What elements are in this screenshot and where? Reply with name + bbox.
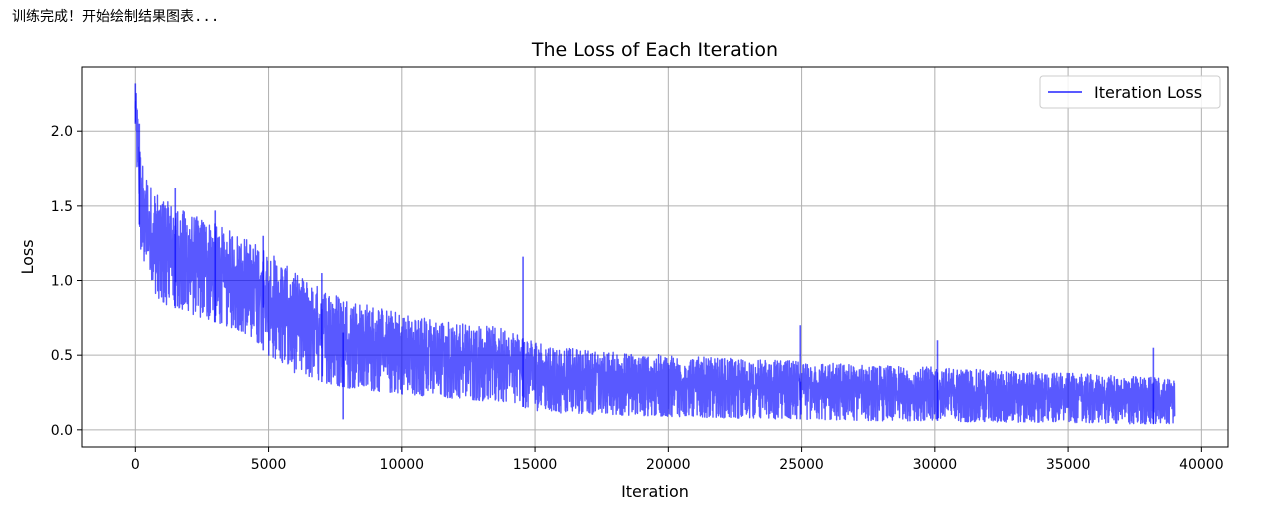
y-tick-label: 0.5: [51, 348, 73, 364]
x-tick-label: 25000: [779, 457, 824, 473]
chart-legend: Iteration Loss: [1039, 75, 1221, 109]
y-axis-label: Loss: [18, 239, 37, 274]
x-tick-label: 15000: [513, 457, 558, 473]
loss-line: [134, 92, 1176, 425]
x-tick-label: 40000: [1179, 457, 1224, 473]
legend-label: Iteration Loss: [1094, 83, 1202, 102]
legend-box: [1039, 75, 1221, 109]
y-tick-label: 1.5: [51, 199, 73, 215]
y-axis-ticks: 0.0 0.5 1.0 1.5 2.0: [51, 124, 82, 439]
x-tick-label: 20000: [646, 457, 691, 473]
iteration-loss-series: [134, 83, 1176, 425]
x-tick-label: 0: [131, 457, 140, 473]
x-tick-label: 30000: [913, 457, 958, 473]
y-tick-label: 0.0: [51, 423, 73, 439]
x-tick-label: 10000: [380, 457, 425, 473]
console-output-text: 训练完成！开始绘制结果图表...: [12, 9, 220, 25]
x-axis-ticks: 0 5000 10000 15000 20000 25000 30000 35000 40000: [131, 447, 1224, 473]
x-tick-label: 5000: [251, 457, 287, 473]
chart-grid: [82, 67, 1228, 447]
x-tick-label: 35000: [1046, 457, 1091, 473]
x-axis-label: Iteration: [621, 482, 689, 501]
chart-title: The Loss of Each Iteration: [531, 39, 778, 61]
y-tick-label: 1.0: [51, 274, 73, 290]
plot-frame: [81, 66, 1229, 448]
y-tick-label: 2.0: [51, 124, 73, 140]
